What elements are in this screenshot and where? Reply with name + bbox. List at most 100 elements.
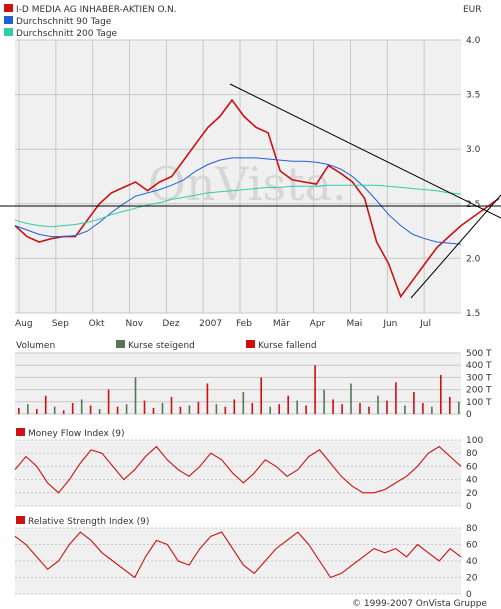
price-grid — [15, 39, 461, 314]
volume-bar — [161, 403, 164, 414]
volume-bar — [260, 377, 262, 414]
trendline-down — [229, 83, 501, 219]
volume-bar — [107, 389, 110, 414]
legend-swatch-rising — [116, 340, 125, 348]
volume-bars — [18, 365, 460, 414]
volume-bar — [386, 400, 388, 414]
volume-bar — [18, 407, 20, 414]
mfi-line — [14, 445, 462, 494]
mfi-series — [14, 445, 462, 494]
volume-title: Volumen — [16, 341, 55, 351]
price-legend: I-D MEDIA AG INHABER-AKTIEN O.N. Durchsc… — [4, 4, 482, 39]
volume-bar — [314, 365, 316, 414]
volume-bar — [188, 405, 191, 414]
price-x-tick: Nov — [126, 319, 144, 329]
price-x-tick: Jul — [419, 319, 431, 329]
volume-bar — [170, 396, 173, 414]
price-x-tick: Sep — [52, 319, 69, 329]
legend-swatch-price — [4, 4, 13, 12]
price-x-tick: Dez — [162, 319, 179, 329]
volume-legend: Volumen Kurse steigend Kurse fallend — [16, 340, 317, 351]
volume-bar — [98, 409, 101, 414]
volume-bar — [134, 377, 137, 414]
volume-bar — [80, 399, 83, 414]
volume-y-tick: 100 T — [466, 398, 492, 408]
avg200-line — [14, 184, 462, 228]
mfi-legend-swatch — [16, 428, 25, 436]
volume-y-tick: 300 T — [466, 373, 492, 383]
rsi-legend-swatch — [16, 516, 25, 524]
price-x-tick: Jun — [382, 319, 397, 329]
legend-falling-label: Kurse fallend — [258, 341, 317, 351]
price-x-tick: Mai — [347, 319, 363, 329]
volume-bar — [296, 400, 298, 414]
mfi-panel — [15, 440, 461, 506]
volume-bar — [179, 406, 182, 414]
rsi-y-tick: 60 — [466, 541, 478, 551]
volume-bar — [269, 406, 271, 414]
volume-bar — [440, 375, 442, 414]
legend-swatch-falling — [246, 340, 255, 348]
volume-bar — [71, 403, 74, 414]
mfi-y-axis: 100 80 60 40 20 0 — [466, 436, 483, 512]
avg90-line — [14, 157, 462, 245]
volume-bar — [152, 407, 155, 414]
price-y-tick: 2.5 — [466, 200, 480, 210]
volume-bar — [404, 405, 406, 414]
mfi-y-tick: 40 — [466, 476, 478, 486]
volume-bar — [395, 382, 397, 414]
volume-bar — [350, 383, 352, 414]
volume-y-tick: 200 T — [466, 386, 492, 396]
trendline-up — [410, 194, 501, 299]
volume-bar — [27, 404, 29, 414]
rsi-y-tick: 40 — [466, 557, 478, 567]
volume-bar — [359, 403, 361, 414]
volume-bar — [36, 409, 38, 414]
volume-bar — [44, 395, 47, 414]
volume-bar — [368, 406, 370, 414]
mfi-y-tick: 100 — [466, 436, 483, 446]
volume-bar — [53, 406, 56, 414]
volume-bar — [242, 392, 245, 414]
price-y-tick: 1.5 — [466, 309, 480, 319]
volume-bar — [287, 395, 289, 414]
volume-y-tick: 500 T — [466, 349, 492, 359]
price-y-tick: 4.0 — [466, 36, 481, 46]
volume-bar — [251, 403, 254, 414]
volume-y-tick: 0 — [466, 410, 472, 420]
rsi-title: Relative Strength Index (9) — [28, 517, 149, 527]
price-panel — [15, 40, 461, 313]
volume-bar — [458, 401, 460, 414]
mfi-y-tick: 0 — [466, 502, 472, 512]
mfi-y-tick: 60 — [466, 462, 478, 472]
volume-bar — [62, 410, 65, 414]
price-x-tick: Feb — [236, 319, 252, 329]
price-x-tick: Aug — [15, 319, 33, 329]
rsi-line — [14, 531, 462, 579]
rsi-y-tick: 80 — [466, 524, 478, 534]
volume-bar — [233, 399, 236, 414]
volume-bar — [143, 400, 146, 414]
price-breakout-line — [460, 197, 500, 227]
volume-y-axis: 500 T 400 T 300 T 200 T 100 T 0 — [466, 349, 492, 420]
volume-bar — [323, 389, 325, 414]
volume-bar — [341, 404, 343, 414]
rsi-y-tick: 20 — [466, 574, 478, 584]
volume-bar — [197, 401, 200, 414]
price-x-tick: Mär — [273, 319, 290, 329]
price-x-tick: 2007 — [199, 319, 222, 329]
copyright: © 1999-2007 OnVista Gruppe — [352, 599, 487, 609]
price-y-tick: 3.0 — [466, 145, 481, 155]
legend-avg200-label: Durchschnitt 200 Tage — [16, 29, 118, 39]
volume-bar — [224, 406, 227, 414]
rsi-series — [14, 531, 462, 579]
volume-bar — [278, 404, 280, 414]
mfi-y-tick: 80 — [466, 449, 478, 459]
price-series — [14, 98, 500, 299]
volume-bar — [125, 404, 128, 414]
volume-bar — [422, 403, 424, 414]
volume-bar — [413, 392, 415, 414]
legend-price-label: I-D MEDIA AG INHABER-AKTIEN O.N. — [16, 5, 177, 15]
volume-bar — [206, 383, 209, 414]
